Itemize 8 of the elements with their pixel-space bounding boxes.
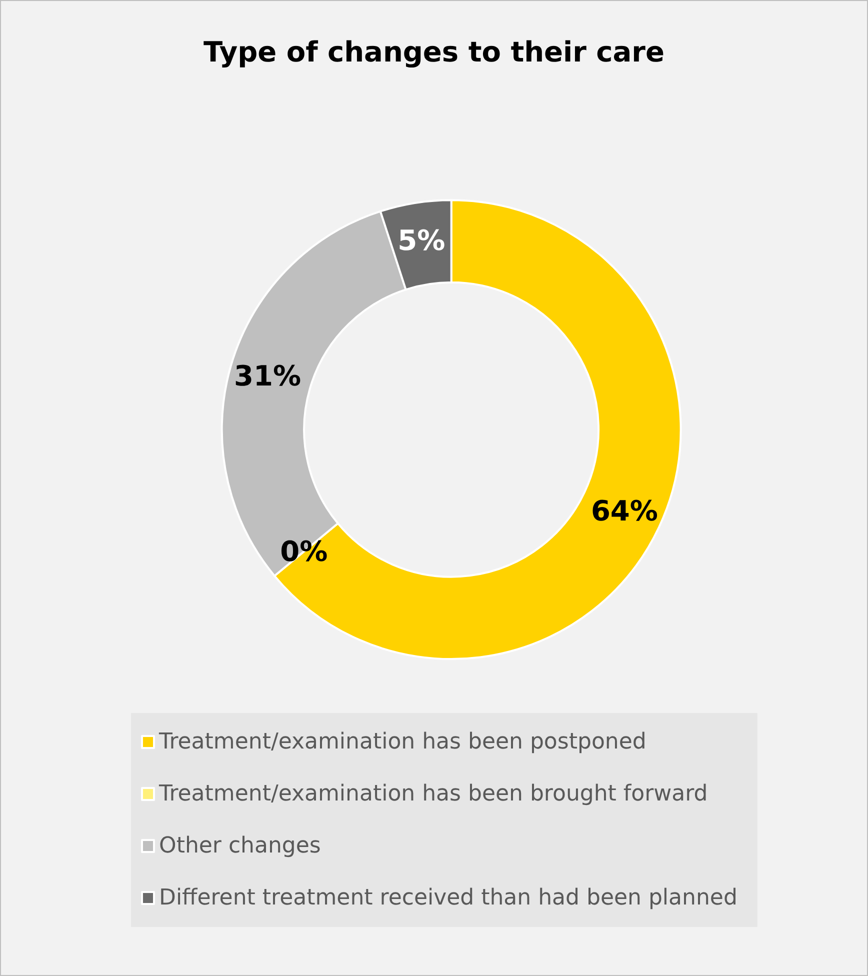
legend-label: Treatment/examination has been postponed	[158, 730, 646, 754]
legend-label: Treatment/examination has been brought forward	[158, 782, 708, 806]
data-label: 64%	[590, 494, 658, 528]
legend-label: Other changes	[159, 834, 321, 858]
chart-title: Type of changes to their care	[204, 36, 664, 68]
data-label: 31%	[234, 360, 302, 393]
data-label: 5%	[398, 224, 446, 258]
legend-label: Different treatment received than had been planned	[159, 886, 738, 910]
